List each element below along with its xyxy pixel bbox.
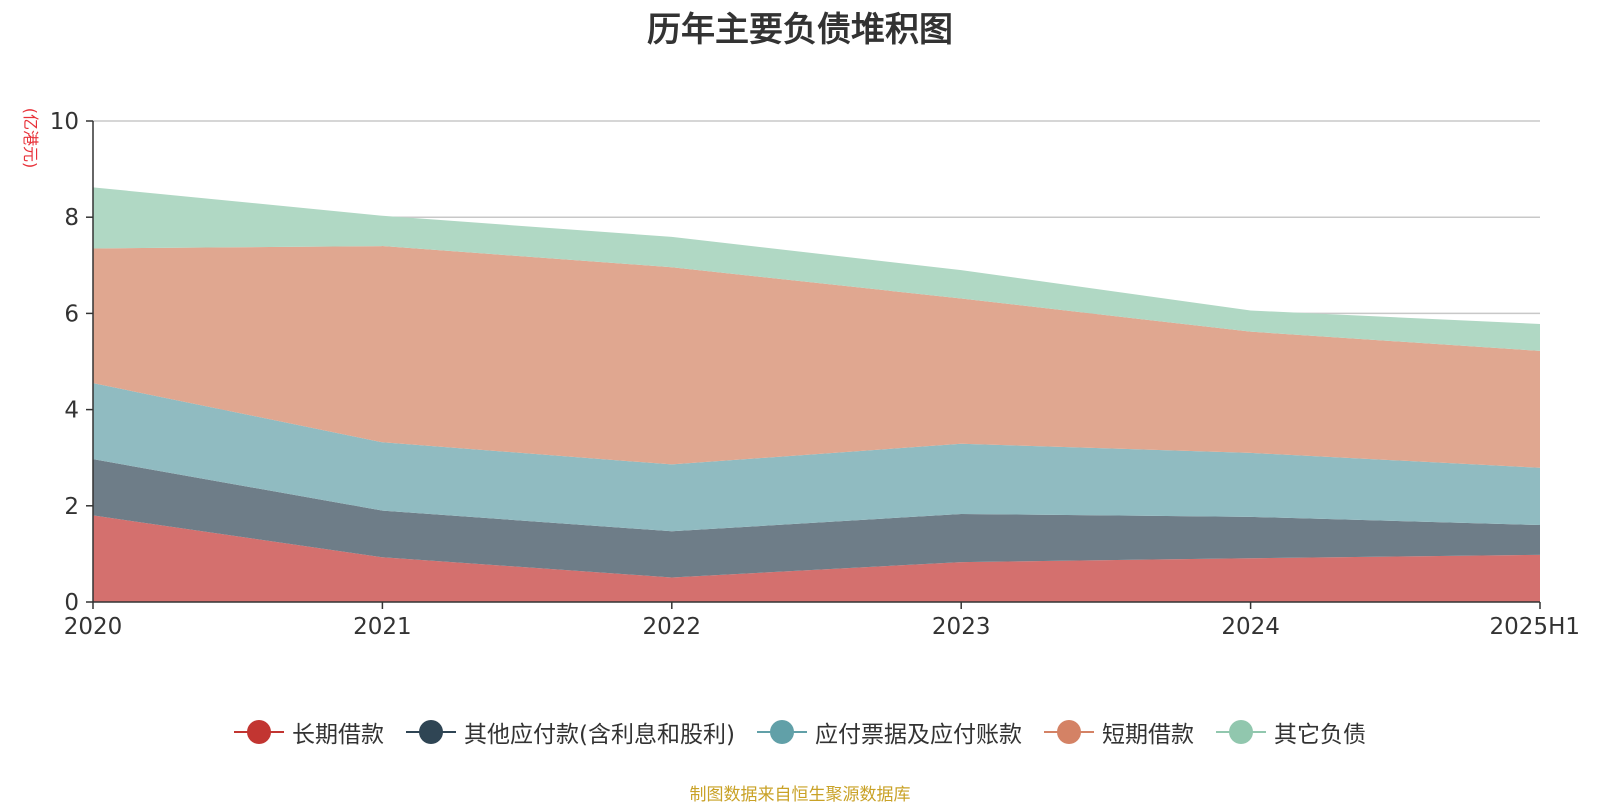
y-tick-label: 8 [64, 205, 79, 231]
legend-marker-dot [247, 720, 272, 744]
area-series-3 [93, 246, 1540, 468]
legend: 长期借款 其他应付款(含利息和股利) 应付票据及应付账款 短期借款 其它负债 [0, 715, 1600, 749]
x-tick-label: 2020 [64, 614, 123, 640]
y-tick-label: 10 [50, 109, 79, 135]
legend-label: 长期借款 [292, 722, 385, 748]
legend-label: 其它负债 [1273, 722, 1366, 748]
legend-marker-dot [1228, 720, 1253, 744]
area-series-0 [93, 515, 1540, 602]
legend-item[interactable]: 短期借款 [1043, 715, 1194, 749]
legend-marker-icon [234, 719, 285, 745]
legend-marker-dot [769, 720, 794, 744]
legend-marker-dot [419, 720, 444, 744]
legend-marker-icon [406, 719, 457, 745]
tick-labels: 0 2 4 6 8 10 2020 2021 2022 2023 2024 2025H1 [50, 109, 1580, 640]
x-tick-label: 2025H1 [1490, 614, 1580, 640]
area-series-2 [93, 383, 1540, 532]
legend-item[interactable]: 其它负债 [1215, 715, 1366, 749]
source-note: 制图数据来自恒生聚源数据库 [689, 785, 911, 805]
y-tick-label: 0 [64, 590, 79, 616]
legend-label: 短期借款 [1101, 722, 1194, 748]
y-tick-label: 2 [64, 494, 79, 520]
y-tick-label: 4 [64, 398, 79, 424]
legend-marker-icon [756, 719, 807, 745]
legend-item[interactable]: 长期借款 [234, 715, 384, 749]
legend-marker-icon [1043, 719, 1094, 745]
area-series-4 [93, 187, 1540, 351]
legend-label: 应付票据及应付账款 [814, 722, 1022, 748]
legend-marker-icon [1215, 719, 1266, 745]
x-tick-label: 2023 [932, 614, 991, 640]
legend-marker-dot [1056, 720, 1081, 744]
chart-title: 历年主要负债堆积图 [647, 10, 953, 50]
legend-item[interactable]: 应付票据及应付账款 [756, 715, 1022, 749]
area-series-1 [93, 459, 1540, 578]
x-tick-label: 2022 [643, 614, 702, 640]
y-tick-label: 6 [64, 301, 79, 327]
x-tick-label: 2021 [353, 614, 412, 640]
area-series-group [93, 187, 1540, 602]
legend-label: 其他应付款(含利息和股利) [464, 722, 735, 748]
x-tick-label: 2024 [1221, 614, 1280, 640]
axes [86, 120, 1541, 609]
legend-item[interactable]: 其他应付款(含利息和股利) [406, 715, 735, 749]
